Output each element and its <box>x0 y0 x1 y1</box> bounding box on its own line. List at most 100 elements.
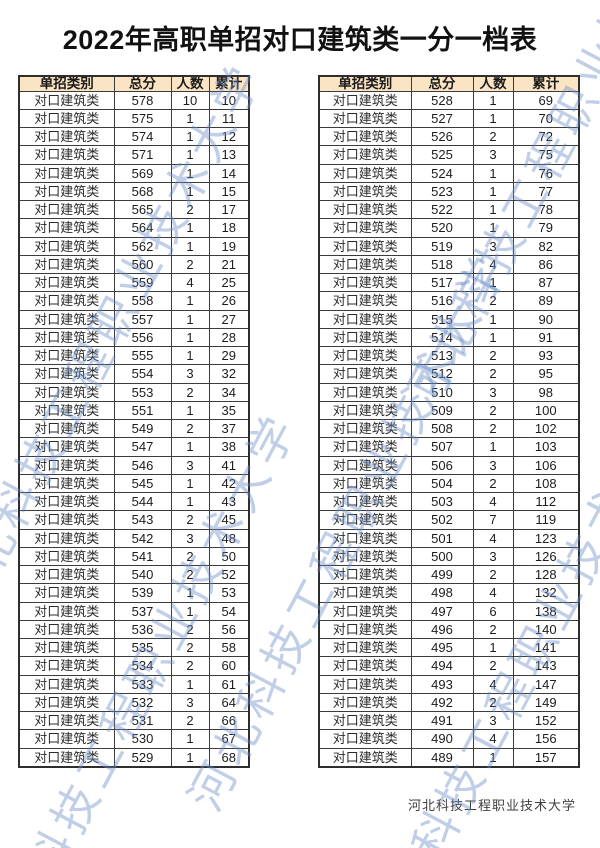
table-row: 对口建筑类 578 10 10 <box>18 90 250 110</box>
cumulative-cell: 69 <box>512 90 580 110</box>
category-cell: 对口建筑类 <box>318 90 412 110</box>
count-cell: 1 <box>170 291 210 311</box>
cumulative-cell: 112 <box>512 491 580 512</box>
table-row: 对口建筑类 536 2 56 <box>18 619 250 640</box>
category-cell: 对口建筑类 <box>318 400 412 421</box>
table-row: 对口建筑类 512 2 95 <box>318 364 580 384</box>
count-cell: 1 <box>170 400 210 421</box>
score-cell: 541 <box>113 546 172 567</box>
cumulative-cell: 64 <box>208 692 250 713</box>
category-cell: 对口建筑类 <box>318 126 412 147</box>
cumulative-cell: 108 <box>512 473 580 494</box>
category-cell: 对口建筑类 <box>318 145 412 165</box>
score-cell: 555 <box>113 345 172 366</box>
column-header-3: 累计 <box>512 75 580 92</box>
cumulative-cell: 147 <box>512 674 580 694</box>
table-row: 对口建筑类 562 1 19 <box>18 236 250 256</box>
count-cell: 4 <box>170 272 210 293</box>
category-cell: 对口建筑类 <box>18 619 115 640</box>
category-cell: 对口建筑类 <box>318 546 412 567</box>
count-cell: 1 <box>170 437 210 457</box>
count-cell: 1 <box>472 218 514 238</box>
table-row: 对口建筑类 503 4 112 <box>318 491 580 512</box>
table-row: 对口建筑类 560 2 21 <box>18 254 250 275</box>
category-cell: 对口建筑类 <box>318 656 412 676</box>
score-table-left: 单招类别 总分 人数 累计 对口建筑类 578 10 10 对口建筑类 575 1 11 对口建筑类 57… <box>18 75 250 768</box>
score-cell: 537 <box>113 601 172 621</box>
cumulative-cell: 12 <box>208 126 250 147</box>
table-row: 对口建筑类 553 2 34 <box>18 382 250 402</box>
count-cell: 1 <box>472 108 514 129</box>
cumulative-cell: 42 <box>208 473 250 494</box>
cumulative-cell: 132 <box>512 583 580 603</box>
count-cell: 2 <box>472 364 514 384</box>
category-cell: 对口建筑类 <box>18 747 115 768</box>
category-cell: 对口建筑类 <box>318 345 412 366</box>
category-cell: 对口建筑类 <box>318 236 412 256</box>
cumulative-cell: 27 <box>208 309 250 329</box>
count-cell: 2 <box>472 656 514 676</box>
cumulative-cell: 11 <box>208 108 250 129</box>
score-cell: 545 <box>113 473 172 494</box>
table-row: 对口建筑类 493 4 147 <box>318 674 580 694</box>
category-cell: 对口建筑类 <box>318 583 412 603</box>
count-cell: 3 <box>170 455 210 475</box>
category-cell: 对口建筑类 <box>18 218 115 238</box>
count-cell: 1 <box>170 218 210 238</box>
count-cell: 1 <box>170 583 210 603</box>
score-cell: 512 <box>410 364 474 384</box>
table-row: 对口建筑类 490 4 156 <box>318 729 580 749</box>
count-cell: 2 <box>170 656 210 676</box>
cumulative-cell: 45 <box>208 510 250 530</box>
count-cell: 2 <box>170 418 210 439</box>
count-cell: 1 <box>170 145 210 165</box>
score-cell: 525 <box>410 145 474 165</box>
table-row: 对口建筑类 492 2 149 <box>318 692 580 713</box>
table-row: 对口建筑类 506 3 106 <box>318 455 580 475</box>
cumulative-cell: 100 <box>512 400 580 421</box>
category-cell: 对口建筑类 <box>18 254 115 275</box>
table-row: 对口建筑类 516 2 89 <box>318 291 580 311</box>
category-cell: 对口建筑类 <box>318 674 412 694</box>
score-cell: 503 <box>410 491 474 512</box>
category-cell: 对口建筑类 <box>318 272 412 293</box>
score-cell: 568 <box>113 181 172 202</box>
score-cell: 575 <box>113 108 172 129</box>
score-cell: 562 <box>113 236 172 256</box>
score-cell: 489 <box>410 747 474 768</box>
cumulative-cell: 123 <box>512 528 580 548</box>
count-cell: 1 <box>472 437 514 457</box>
score-cell: 526 <box>410 126 474 147</box>
count-cell: 3 <box>472 236 514 256</box>
table-row: 对口建筑类 522 1 78 <box>318 199 580 220</box>
category-cell: 对口建筑类 <box>318 291 412 311</box>
table-row: 对口建筑类 557 1 27 <box>18 309 250 329</box>
category-cell: 对口建筑类 <box>318 510 412 530</box>
count-cell: 6 <box>472 601 514 621</box>
count-cell: 3 <box>472 710 514 731</box>
table-row: 对口建筑类 534 2 60 <box>18 656 250 676</box>
column-header-1: 总分 <box>113 75 172 92</box>
category-cell: 对口建筑类 <box>18 473 115 494</box>
cumulative-cell: 77 <box>512 181 580 202</box>
cumulative-cell: 50 <box>208 546 250 567</box>
count-cell: 1 <box>170 345 210 366</box>
score-cell: 553 <box>113 382 172 402</box>
count-cell: 2 <box>472 692 514 713</box>
category-cell: 对口建筑类 <box>318 528 412 548</box>
score-cell: 514 <box>410 327 474 348</box>
score-cell: 559 <box>113 272 172 293</box>
cumulative-cell: 19 <box>208 236 250 256</box>
table-row: 对口建筑类 498 4 132 <box>318 583 580 603</box>
cumulative-cell: 15 <box>208 181 250 202</box>
count-cell: 4 <box>472 254 514 275</box>
category-cell: 对口建筑类 <box>18 692 115 713</box>
category-cell: 对口建筑类 <box>18 656 115 676</box>
cumulative-cell: 70 <box>512 108 580 129</box>
category-cell: 对口建筑类 <box>318 163 412 183</box>
score-cell: 539 <box>113 583 172 603</box>
score-cell: 515 <box>410 309 474 329</box>
category-cell: 对口建筑类 <box>318 619 412 640</box>
cumulative-cell: 72 <box>512 126 580 147</box>
